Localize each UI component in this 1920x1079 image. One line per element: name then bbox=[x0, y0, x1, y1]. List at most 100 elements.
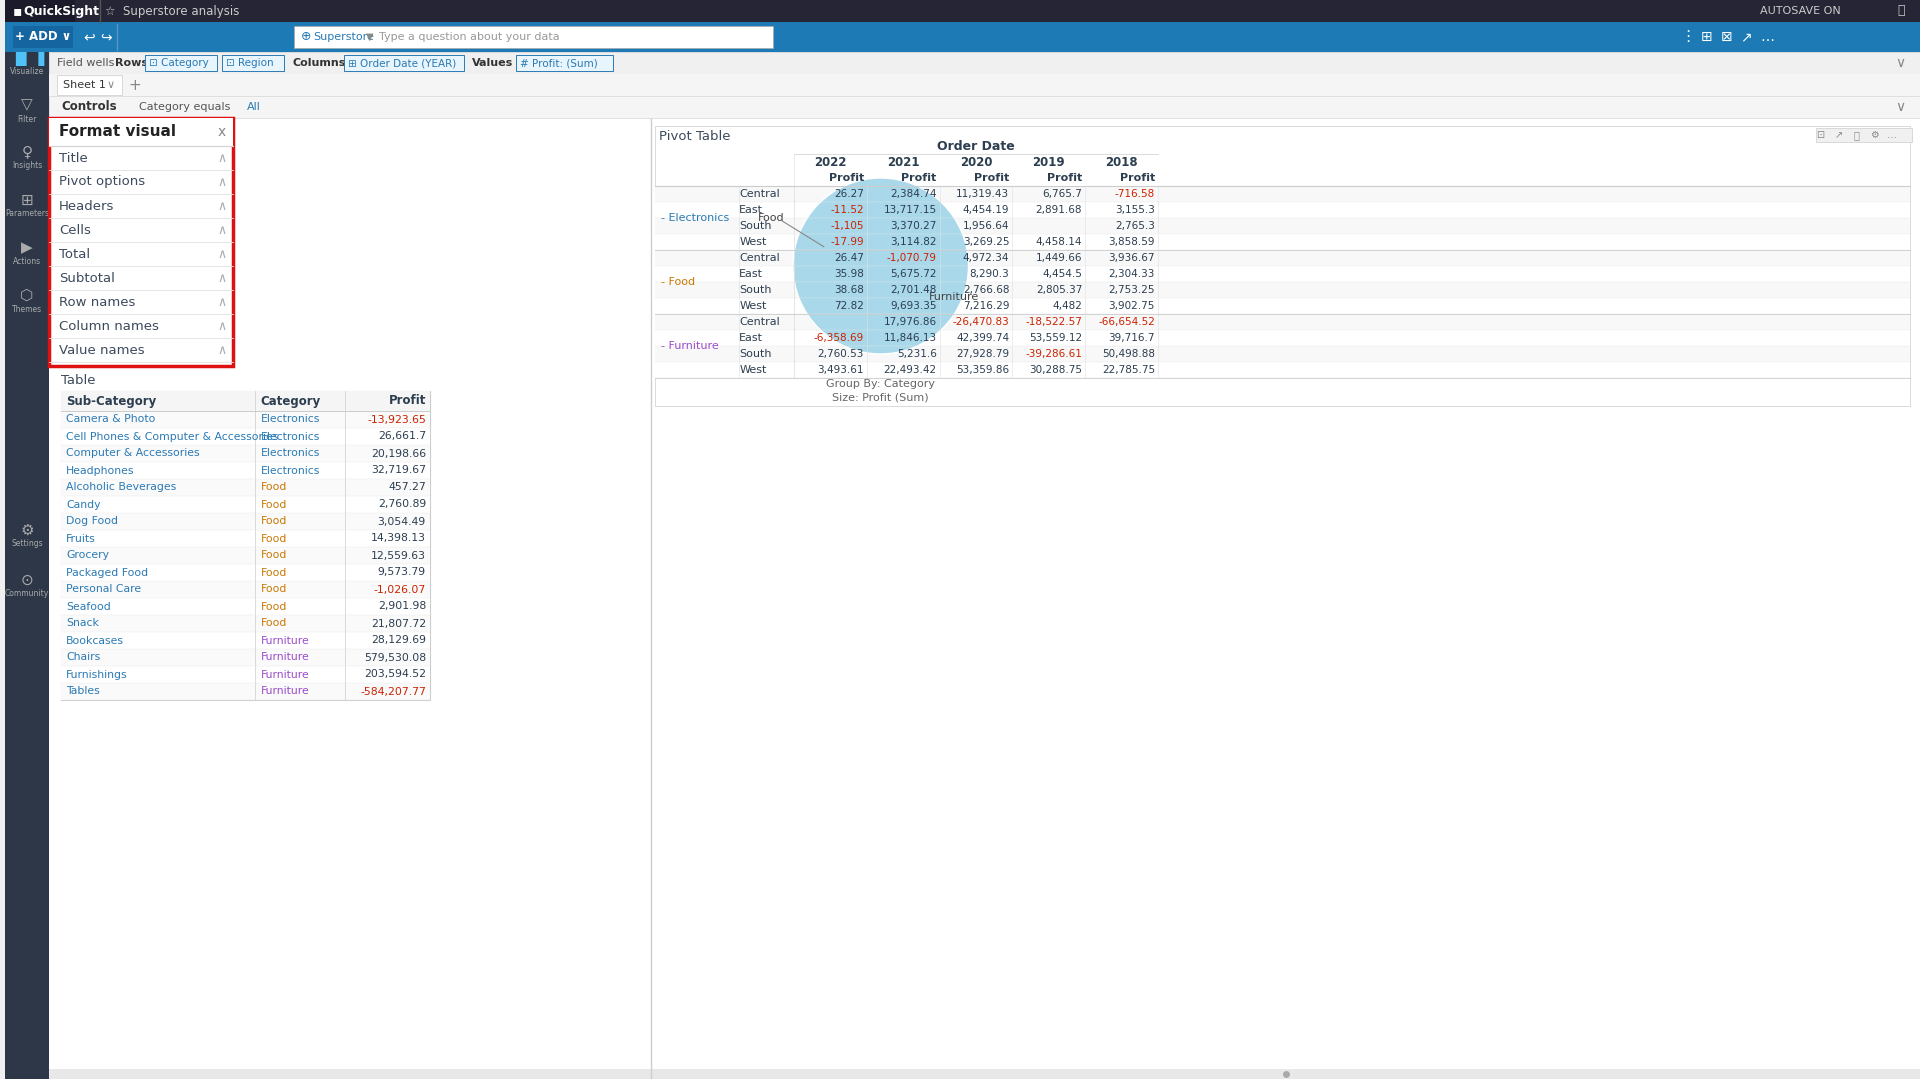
Text: 8,290.3: 8,290.3 bbox=[970, 269, 1010, 279]
Text: ⊡ Category: ⊡ Category bbox=[148, 58, 209, 68]
Text: 2,701.48: 2,701.48 bbox=[891, 285, 937, 295]
Text: Bookcases: Bookcases bbox=[65, 636, 125, 645]
Text: 4,454.5: 4,454.5 bbox=[1043, 269, 1083, 279]
Text: Furniture: Furniture bbox=[261, 686, 309, 697]
Text: Chairs: Chairs bbox=[65, 653, 100, 663]
Text: ∧: ∧ bbox=[217, 176, 227, 189]
Text: + ADD ∨: + ADD ∨ bbox=[15, 30, 71, 43]
Text: 4,454.19: 4,454.19 bbox=[964, 205, 1010, 215]
Bar bbox=[61, 632, 430, 648]
Text: Columns: Columns bbox=[292, 58, 346, 68]
Text: 1,956.64: 1,956.64 bbox=[964, 221, 1010, 231]
Bar bbox=[61, 391, 430, 700]
Text: South: South bbox=[739, 349, 772, 359]
Bar bbox=[61, 530, 430, 547]
Text: 26.47: 26.47 bbox=[833, 252, 864, 263]
Text: 3,155.3: 3,155.3 bbox=[1116, 205, 1156, 215]
Text: Pivot Table: Pivot Table bbox=[659, 129, 732, 142]
Text: 5,231.6: 5,231.6 bbox=[897, 349, 937, 359]
Text: 4,972.34: 4,972.34 bbox=[964, 252, 1010, 263]
Text: 26,661.7: 26,661.7 bbox=[378, 432, 426, 441]
Text: ☆  Superstore analysis: ☆ Superstore analysis bbox=[106, 4, 240, 17]
Text: Filter: Filter bbox=[17, 114, 36, 123]
Text: Food: Food bbox=[261, 517, 286, 527]
Text: Controls: Controls bbox=[61, 100, 117, 113]
Text: 3,902.75: 3,902.75 bbox=[1108, 301, 1156, 311]
Bar bbox=[294, 26, 774, 47]
Bar bbox=[655, 361, 1910, 378]
Text: …: … bbox=[1761, 30, 1774, 44]
Text: Food: Food bbox=[261, 500, 286, 509]
Text: Food: Food bbox=[261, 568, 286, 577]
Text: Order Date: Order Date bbox=[937, 139, 1016, 152]
Text: 2,805.37: 2,805.37 bbox=[1037, 285, 1083, 295]
Text: Central: Central bbox=[739, 189, 780, 199]
Text: Packaged Food: Packaged Food bbox=[65, 568, 148, 577]
Text: Size: Profit (Sum): Size: Profit (Sum) bbox=[833, 393, 929, 402]
Bar bbox=[516, 55, 614, 71]
Bar bbox=[6, 0, 75, 22]
Text: 2022: 2022 bbox=[814, 155, 847, 168]
Text: 38.68: 38.68 bbox=[833, 285, 864, 295]
Text: Field wells: Field wells bbox=[58, 58, 115, 68]
Text: 2018: 2018 bbox=[1106, 155, 1139, 168]
Text: ♀: ♀ bbox=[21, 145, 33, 160]
Text: Values: Values bbox=[472, 58, 513, 68]
Bar bbox=[655, 250, 1910, 267]
Text: -716.58: -716.58 bbox=[1116, 189, 1156, 199]
Bar bbox=[61, 648, 430, 666]
Text: Value names: Value names bbox=[60, 343, 144, 356]
Text: ▶: ▶ bbox=[21, 241, 33, 256]
Text: -1,105: -1,105 bbox=[829, 221, 864, 231]
Text: Candy: Candy bbox=[65, 500, 100, 509]
Text: Settings: Settings bbox=[12, 540, 42, 548]
Bar bbox=[144, 55, 217, 71]
Text: Table: Table bbox=[61, 374, 96, 387]
Text: Profit: Profit bbox=[829, 173, 864, 183]
Text: Type a question about your data: Type a question about your data bbox=[378, 32, 561, 42]
Text: 21,807.72: 21,807.72 bbox=[371, 618, 426, 628]
Text: ∨: ∨ bbox=[108, 80, 115, 90]
Bar bbox=[61, 496, 430, 513]
Text: West: West bbox=[739, 365, 766, 375]
Bar bbox=[651, 118, 1920, 1079]
Text: Headphones: Headphones bbox=[65, 465, 134, 476]
Text: 3,269.25: 3,269.25 bbox=[964, 237, 1010, 247]
Text: ⊡: ⊡ bbox=[1816, 129, 1824, 140]
Text: 3,054.49: 3,054.49 bbox=[378, 517, 426, 527]
Text: ⚙: ⚙ bbox=[1870, 129, 1878, 140]
Text: Food: Food bbox=[261, 482, 286, 492]
Text: East: East bbox=[739, 333, 762, 343]
Text: East: East bbox=[739, 205, 762, 215]
Text: …: … bbox=[1887, 129, 1897, 140]
Text: Parameters: Parameters bbox=[6, 209, 50, 219]
Text: 3,114.82: 3,114.82 bbox=[891, 237, 937, 247]
Text: -1,070.79: -1,070.79 bbox=[887, 252, 937, 263]
Text: 22,493.42: 22,493.42 bbox=[883, 365, 937, 375]
Text: 30,288.75: 30,288.75 bbox=[1029, 365, 1083, 375]
Text: Total: Total bbox=[60, 247, 90, 260]
Bar bbox=[6, 0, 1920, 22]
Bar bbox=[48, 96, 1920, 118]
Text: 28,129.69: 28,129.69 bbox=[371, 636, 426, 645]
Text: ⋮: ⋮ bbox=[1680, 29, 1695, 44]
Text: Category: Category bbox=[261, 395, 321, 408]
Text: ⊙: ⊙ bbox=[21, 573, 33, 587]
Bar bbox=[13, 26, 73, 47]
Text: 4,482: 4,482 bbox=[1052, 301, 1083, 311]
Bar bbox=[48, 74, 1920, 96]
Text: ▽: ▽ bbox=[21, 97, 33, 112]
Text: 20,198.66: 20,198.66 bbox=[371, 449, 426, 459]
Bar bbox=[61, 428, 430, 445]
Text: Tables: Tables bbox=[65, 686, 100, 697]
Text: 72.82: 72.82 bbox=[833, 301, 864, 311]
Text: Furniture: Furniture bbox=[261, 653, 309, 663]
Text: Cells: Cells bbox=[60, 223, 90, 236]
Text: 14,398.13: 14,398.13 bbox=[371, 533, 426, 544]
Text: Central: Central bbox=[739, 317, 780, 327]
Text: 26.27: 26.27 bbox=[833, 189, 864, 199]
Text: Subtotal: Subtotal bbox=[60, 272, 115, 285]
Text: -39,286.61: -39,286.61 bbox=[1025, 349, 1083, 359]
Text: ⊠: ⊠ bbox=[1720, 30, 1732, 44]
Text: -66,654.52: -66,654.52 bbox=[1098, 317, 1156, 327]
